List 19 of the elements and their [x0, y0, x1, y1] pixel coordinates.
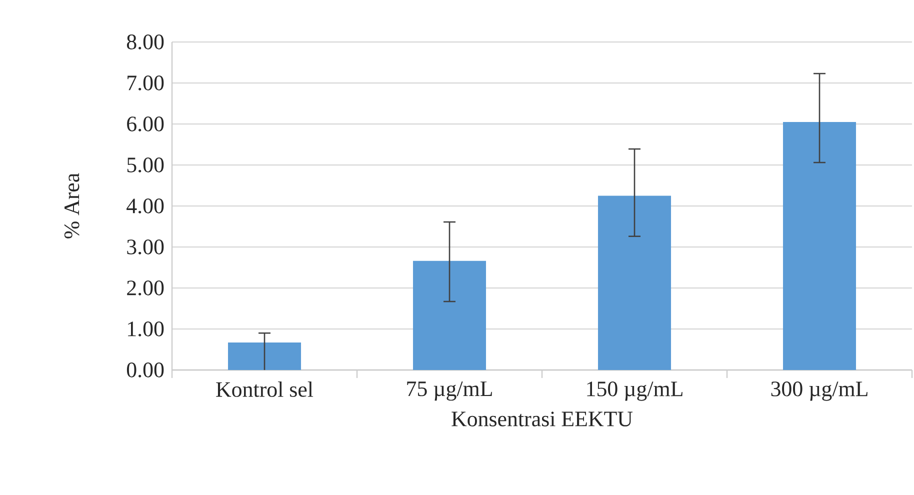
bar: [598, 196, 672, 370]
bar: [413, 260, 486, 370]
x-tick-label: 300 µg/mL: [771, 382, 868, 401]
y-tick-label: 0.00: [126, 362, 164, 378]
bar: [783, 122, 856, 370]
x-tick-label: Kontrol sel: [216, 382, 314, 397]
y-tick-label: 3.00: [127, 240, 164, 254]
x-tick-label: 75 µg/mL: [407, 382, 492, 401]
y-tick-label: 7.00: [128, 76, 164, 90]
y-tick-label: 1.00: [128, 322, 164, 336]
y-tick-label: 5.00: [127, 158, 164, 172]
y-tick-label: 2.00: [127, 280, 164, 296]
y-tick-label: 4.00: [126, 198, 164, 214]
y-tick-label: 8.00: [126, 34, 164, 50]
x-axis-title: Konsentrasi EEKTU: [452, 412, 633, 426]
y-tick-label: 6.00: [127, 116, 164, 132]
y-axis-title: % Area: [64, 173, 80, 238]
bar: [228, 342, 302, 370]
x-tick-label: 150 µg/mL: [587, 382, 682, 401]
